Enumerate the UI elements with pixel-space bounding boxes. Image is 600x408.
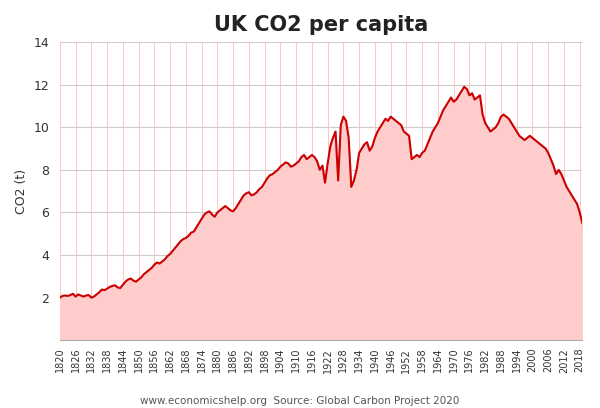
Y-axis label: CO2 (t): CO2 (t)	[15, 169, 28, 214]
Title: UK CO2 per capita: UK CO2 per capita	[214, 15, 428, 35]
Text: www.economicshelp.org  Source: Global Carbon Project 2020: www.economicshelp.org Source: Global Car…	[140, 396, 460, 406]
